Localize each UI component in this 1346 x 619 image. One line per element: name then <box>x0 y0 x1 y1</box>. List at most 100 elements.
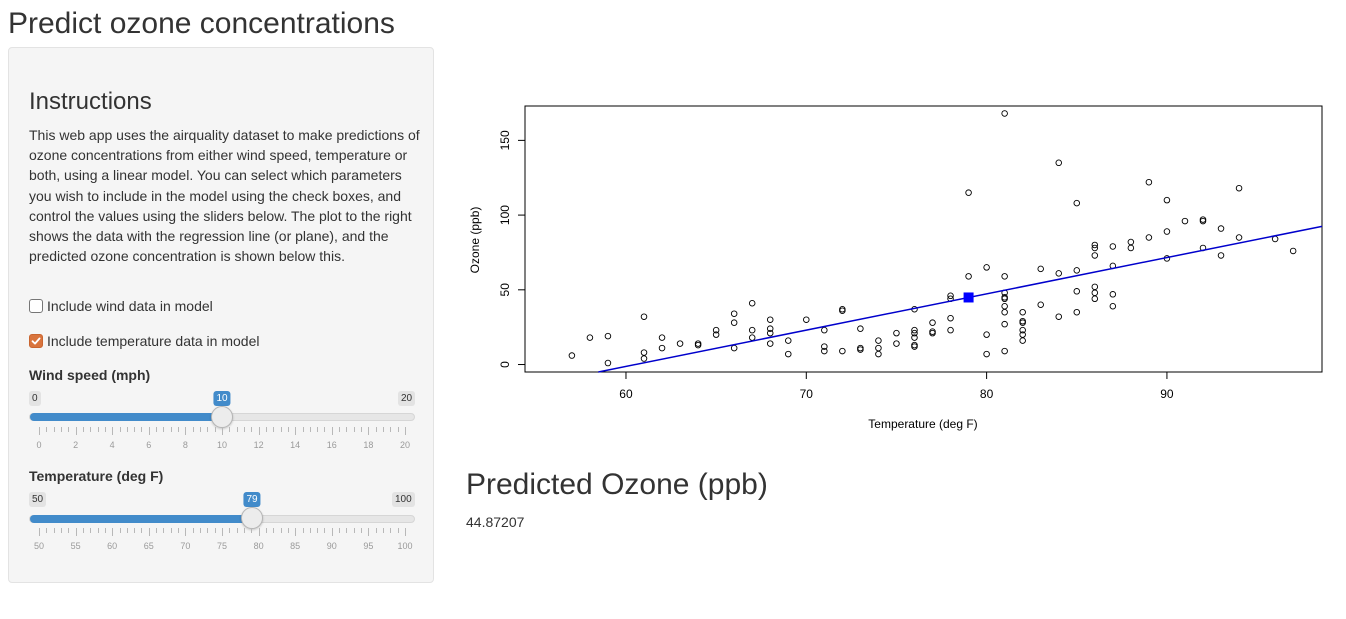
temperature-slider-minor-tick <box>324 528 326 533</box>
temperature-checkbox-label: Include temperature data in model <box>47 333 260 349</box>
data-point <box>983 331 990 338</box>
temperature-slider-minor-tick <box>375 528 377 533</box>
temperature-slider-tick-label: 85 <box>290 541 301 551</box>
wind-slider-min: 0 <box>29 391 41 406</box>
data-point <box>857 325 864 332</box>
wind-slider-minor-tick <box>134 427 136 432</box>
wind-slider-ticks: 0 2 4 6 8 10 12 14 16 18 20 <box>29 427 415 457</box>
wind-slider-minor-tick <box>361 427 363 432</box>
data-point <box>748 300 756 307</box>
temperature-slider-minor-tick <box>68 528 70 533</box>
data-point <box>748 334 756 341</box>
wind-slider-tick-label: 16 <box>326 440 337 450</box>
data-point <box>1073 288 1081 295</box>
data-point <box>1019 308 1026 316</box>
data-point <box>821 326 828 334</box>
wind-slider-tick-label: 8 <box>182 440 188 450</box>
data-point <box>1109 302 1117 310</box>
data-point <box>640 349 648 356</box>
temperature-checkbox[interactable] <box>29 334 43 348</box>
wind-slider-major-tick <box>295 427 297 435</box>
temperature-slider-major-tick <box>295 528 297 536</box>
wind-slider-tick-label: 18 <box>363 440 374 450</box>
data-point <box>1001 302 1008 310</box>
data-point <box>821 347 828 355</box>
wind-slider-minor-tick <box>60 427 62 432</box>
wind-slider-handle[interactable] <box>211 406 233 428</box>
data-point <box>1055 270 1062 277</box>
data-point <box>1019 319 1026 326</box>
data-point <box>1001 308 1008 316</box>
data-point <box>748 326 756 334</box>
temperature-slider-label: Temperature (deg F) <box>29 468 164 484</box>
data-point <box>893 329 900 337</box>
temperature-slider-ticks: 50 55 60 65 70 75 80 85 90 95 100 <box>29 528 415 558</box>
wind-slider-minor-tick <box>265 427 267 432</box>
temperature-checkbox-row[interactable]: Include temperature data in model <box>29 333 259 349</box>
data-point <box>730 310 738 317</box>
data-point <box>1073 308 1081 316</box>
wind-slider-minor-tick <box>280 427 282 432</box>
temperature-slider-minor-tick <box>134 528 136 533</box>
data-point <box>857 346 864 353</box>
wind-slider-minor-tick <box>163 427 165 432</box>
data-point <box>766 325 774 332</box>
wind-slider-max: 20 <box>398 391 416 406</box>
temperature-slider-minor-tick <box>163 528 165 533</box>
temperature-slider-minor-tick <box>273 528 275 533</box>
wind-slider-minor-tick <box>397 427 399 432</box>
data-point <box>658 334 666 341</box>
instructions-title: Instructions <box>29 88 152 115</box>
temperature-slider-minor-tick <box>383 528 385 533</box>
x-tick-label: 70 <box>800 387 814 401</box>
data-point <box>1217 252 1225 259</box>
wind-checkbox-label: Include wind data in model <box>47 298 213 314</box>
data-point <box>1235 234 1243 241</box>
temperature-slider-tick-label: 55 <box>70 541 81 551</box>
data-point <box>1001 295 1008 303</box>
temperature-slider-minor-tick <box>82 528 84 533</box>
data-point <box>1289 247 1297 255</box>
wind-slider-tick-label: 6 <box>146 440 152 450</box>
temperature-slider-minor-tick <box>97 528 99 533</box>
wind-slider-major-tick <box>222 427 223 435</box>
wind-slider-label: Wind speed (mph) <box>29 367 151 383</box>
wind-slider-major-tick <box>75 427 77 435</box>
data-point <box>604 332 612 340</box>
data-point <box>983 264 990 271</box>
wind-checkbox[interactable] <box>29 299 43 313</box>
data-point <box>766 340 774 347</box>
wind-slider-minor-tick <box>346 427 348 432</box>
temperature-slider-minor-tick <box>104 528 106 533</box>
data-point <box>730 319 738 326</box>
temperature-slider-track[interactable] <box>29 515 415 523</box>
temperature-slider-tick-label: 50 <box>33 541 45 551</box>
wind-slider-minor-tick <box>119 427 121 432</box>
wind-slider-minor-tick <box>287 427 289 432</box>
data-point <box>1091 244 1099 252</box>
data-point <box>604 359 612 367</box>
wind-slider-minor-tick <box>141 427 143 432</box>
temperature-slider-handle[interactable] <box>241 507 263 529</box>
data-point <box>1055 313 1062 320</box>
data-point <box>586 334 594 341</box>
wind-checkbox-row[interactable]: Include wind data in model <box>29 298 213 314</box>
temperature-slider-major-tick <box>148 528 150 536</box>
temperature-slider-fill <box>30 515 253 523</box>
wind-slider-minor-tick <box>104 427 106 432</box>
temperature-slider-minor-tick <box>90 528 92 533</box>
data-point <box>1019 326 1026 334</box>
data-point <box>1145 178 1153 186</box>
wind-slider-minor-tick <box>214 427 216 432</box>
temperature-slider-minor-tick <box>317 528 319 533</box>
data-point <box>785 337 792 344</box>
data-point <box>839 347 846 355</box>
wind-slider-major-tick <box>405 427 406 435</box>
data-point <box>875 337 882 344</box>
temperature-slider-major-tick <box>185 528 187 536</box>
temperature-slider-minor-tick <box>346 528 348 533</box>
data-point <box>1091 289 1099 297</box>
wind-slider-major-tick <box>331 427 333 435</box>
regression-line <box>598 225 1323 373</box>
data-point <box>1235 184 1243 192</box>
